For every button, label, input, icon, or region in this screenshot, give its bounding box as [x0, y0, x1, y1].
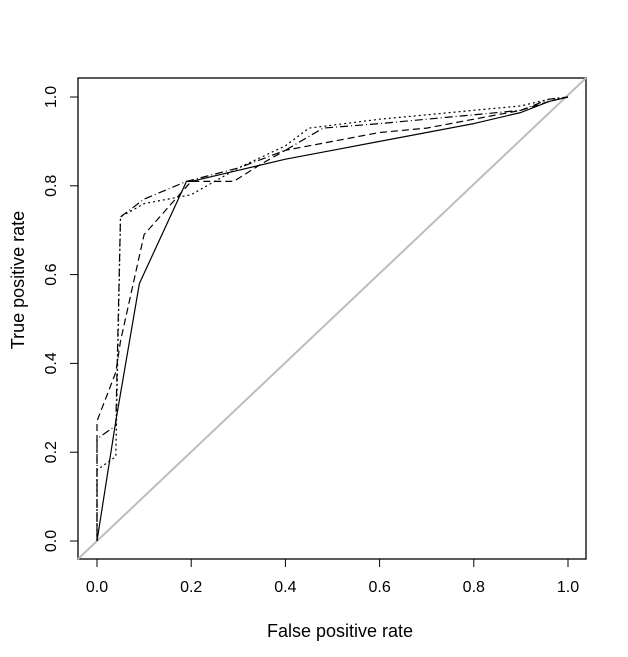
y-axis-title: True positive rate [8, 211, 28, 349]
y-tick-label: 0.0 [43, 530, 60, 552]
y-tick-label: 0.4 [43, 352, 60, 374]
x-tick-label: 1.0 [557, 579, 579, 596]
y-tick-label: 0.8 [43, 175, 60, 197]
y-tick-label: 1.0 [43, 86, 60, 108]
y-tick-label: 0.6 [43, 263, 60, 285]
roc-curves [96, 96, 569, 542]
x-axis-title: False positive rate [267, 621, 413, 641]
roc-curve-dashed [96, 96, 569, 541]
y-tick-label: 0.2 [43, 441, 60, 463]
x-tick-label: 0.4 [274, 579, 296, 596]
roc-curve-solid [96, 96, 569, 542]
plot-frame [77, 77, 587, 560]
roc-curve-dotdash [96, 96, 569, 541]
x-tick-label: 0.6 [368, 579, 390, 596]
roc-curve-dotted [96, 96, 569, 541]
x-axis: 0.0 0.2 0.4 0.6 0.8 1.0 [86, 559, 579, 596]
x-tick-label: 0.0 [86, 579, 108, 596]
y-axis: 0.0 0.2 0.4 0.6 0.8 1.0 [43, 86, 78, 552]
x-tick-label: 0.8 [463, 579, 485, 596]
x-tick-label: 0.2 [180, 579, 202, 596]
chance-diagonal-line [77, 77, 587, 560]
